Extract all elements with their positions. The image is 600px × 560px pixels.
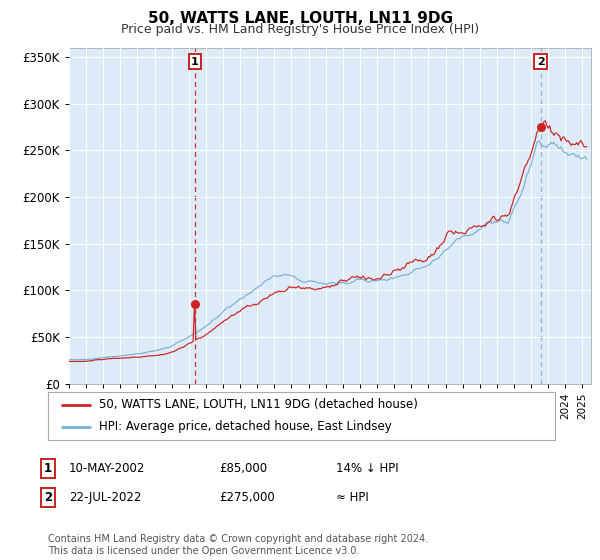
Text: ≈ HPI: ≈ HPI xyxy=(336,491,369,504)
Text: £275,000: £275,000 xyxy=(219,491,275,504)
Text: HPI: Average price, detached house, East Lindsey: HPI: Average price, detached house, East… xyxy=(98,420,391,433)
Text: 50, WATTS LANE, LOUTH, LN11 9DG: 50, WATTS LANE, LOUTH, LN11 9DG xyxy=(148,11,452,26)
Text: Contains HM Land Registry data © Crown copyright and database right 2024.
This d: Contains HM Land Registry data © Crown c… xyxy=(48,534,428,556)
Text: 22-JUL-2022: 22-JUL-2022 xyxy=(69,491,142,504)
Text: 1: 1 xyxy=(44,462,52,475)
Text: 2: 2 xyxy=(44,491,52,504)
Text: £85,000: £85,000 xyxy=(219,462,267,475)
Text: 1: 1 xyxy=(191,57,199,67)
Text: 14% ↓ HPI: 14% ↓ HPI xyxy=(336,462,398,475)
Text: 50, WATTS LANE, LOUTH, LN11 9DG (detached house): 50, WATTS LANE, LOUTH, LN11 9DG (detache… xyxy=(98,398,418,412)
Text: Price paid vs. HM Land Registry's House Price Index (HPI): Price paid vs. HM Land Registry's House … xyxy=(121,23,479,36)
Text: 10-MAY-2002: 10-MAY-2002 xyxy=(69,462,145,475)
Text: 2: 2 xyxy=(536,57,544,67)
